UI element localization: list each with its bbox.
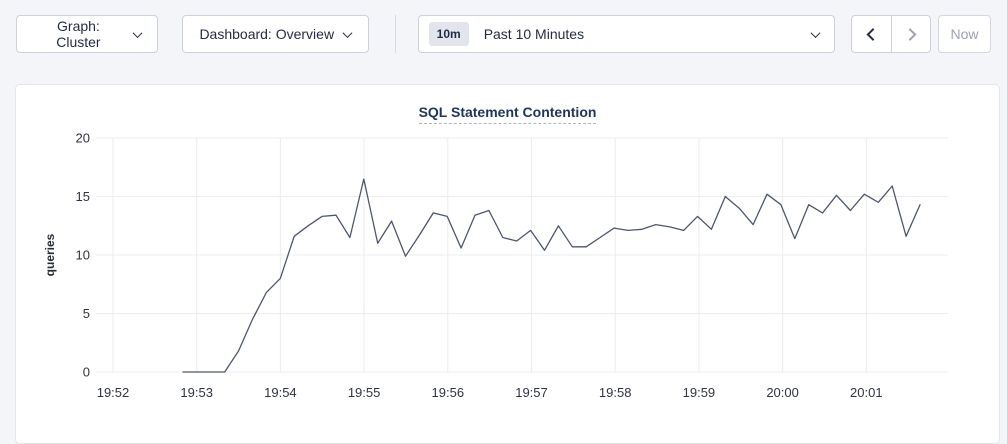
sql-statement-contention-chart[interactable]: 0 5 10 15 20 19:52 19:53 19:54 19:55 19:56 19:57 19… [16, 85, 999, 430]
chevron-left-icon [866, 27, 880, 41]
dashboard-dropdown[interactable]: Dashboard: Overview [181, 15, 369, 53]
prev-time-button[interactable] [852, 16, 891, 52]
svg-text:19:56: 19:56 [432, 385, 465, 400]
svg-text:19:52: 19:52 [97, 385, 130, 400]
graph-dropdown-label: Graph: Cluster [56, 18, 101, 50]
chevron-down-icon [810, 27, 821, 38]
time-step-buttons [851, 15, 932, 53]
svg-text:19:57: 19:57 [515, 385, 548, 400]
time-range-label: Past 10 Minutes [483, 26, 585, 42]
time-range-dropdown[interactable]: 10m Past 10 Minutes [417, 15, 836, 53]
now-button[interactable]: Now [938, 15, 991, 53]
svg-text:5: 5 [83, 306, 90, 321]
svg-text:20:00: 20:00 [766, 385, 799, 400]
svg-text:19:55: 19:55 [348, 385, 381, 400]
svg-text:20:01: 20:01 [850, 385, 883, 400]
chevron-down-icon [132, 27, 143, 38]
svg-text:15: 15 [76, 189, 90, 204]
svg-text:19:53: 19:53 [180, 385, 213, 400]
next-time-button[interactable] [891, 16, 930, 52]
dashboard-dropdown-label: Dashboard: Overview [199, 26, 335, 42]
svg-text:0: 0 [83, 365, 90, 380]
toolbar: Graph: Cluster Dashboard: Overview 10m P… [0, 0, 1007, 68]
chart-title-row: SQL Statement Contention [16, 104, 999, 124]
svg-text:20: 20 [76, 131, 90, 146]
svg-text:19:59: 19:59 [683, 385, 716, 400]
svg-text:19:58: 19:58 [599, 385, 632, 400]
time-range-badge: 10m [428, 22, 469, 46]
svg-text:10: 10 [76, 248, 90, 263]
chevron-down-icon [342, 27, 353, 38]
svg-text:queries: queries [43, 233, 57, 276]
svg-text:19:54: 19:54 [264, 385, 297, 400]
chart-card: SQL Statement Contention 0 5 10 15 20 19:52 19… [15, 84, 1000, 444]
chart-title[interactable]: SQL Statement Contention [418, 104, 597, 124]
toolbar-divider [394, 15, 396, 53]
graph-dropdown[interactable]: Graph: Cluster [16, 15, 158, 53]
chevron-right-icon [903, 27, 917, 41]
